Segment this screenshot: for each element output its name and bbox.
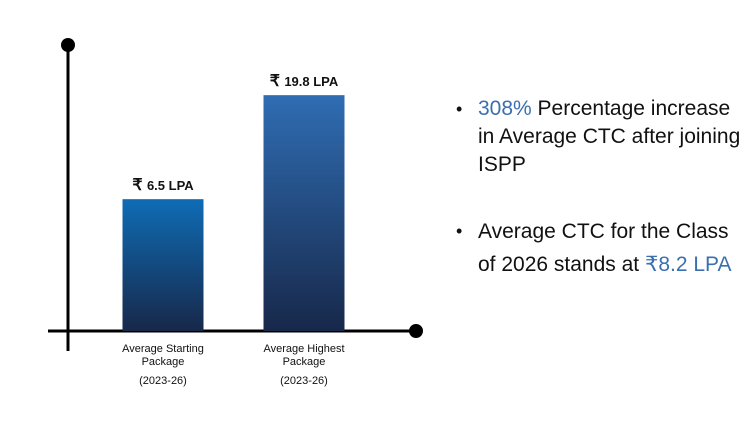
category-label-2-line-2: Package <box>283 356 326 368</box>
highlights-list: • 308% Percentage increase in Average CT… <box>456 95 746 317</box>
average-ctc-value: ₹8.2 LPA <box>644 253 732 276</box>
category-label-2-line-1: Average Highest <box>263 343 344 355</box>
bullet-icon: • <box>456 99 463 119</box>
bullet-icon: • <box>456 221 463 241</box>
category-label-1-line-2: Package <box>142 356 185 368</box>
data-label-1: ₹ 6.5 LPA <box>132 177 194 194</box>
bullet-average-ctc: • Average CTC for the Class of 2026 stan… <box>456 215 746 281</box>
increase-percentage: 308% <box>478 97 532 120</box>
y-axis-end-dot <box>61 38 75 52</box>
increase-text: Percentage increase in Average CTC after… <box>478 97 741 176</box>
category-label-1-line-3: (2023-26) <box>139 375 187 387</box>
average-ctc-text: Average CTC for the Class of 2026 stands… <box>478 220 729 276</box>
bar-1 <box>122 199 204 331</box>
x-axis-end-dot <box>409 324 423 338</box>
data-label-2: ₹ 19.8 LPA <box>270 73 339 90</box>
bullet-increase: • 308% Percentage increase in Average CT… <box>456 95 746 179</box>
bar-2 <box>263 95 345 331</box>
category-label-2-line-3: (2023-26) <box>280 375 328 387</box>
category-label-1-line-1: Average Starting <box>122 343 204 355</box>
